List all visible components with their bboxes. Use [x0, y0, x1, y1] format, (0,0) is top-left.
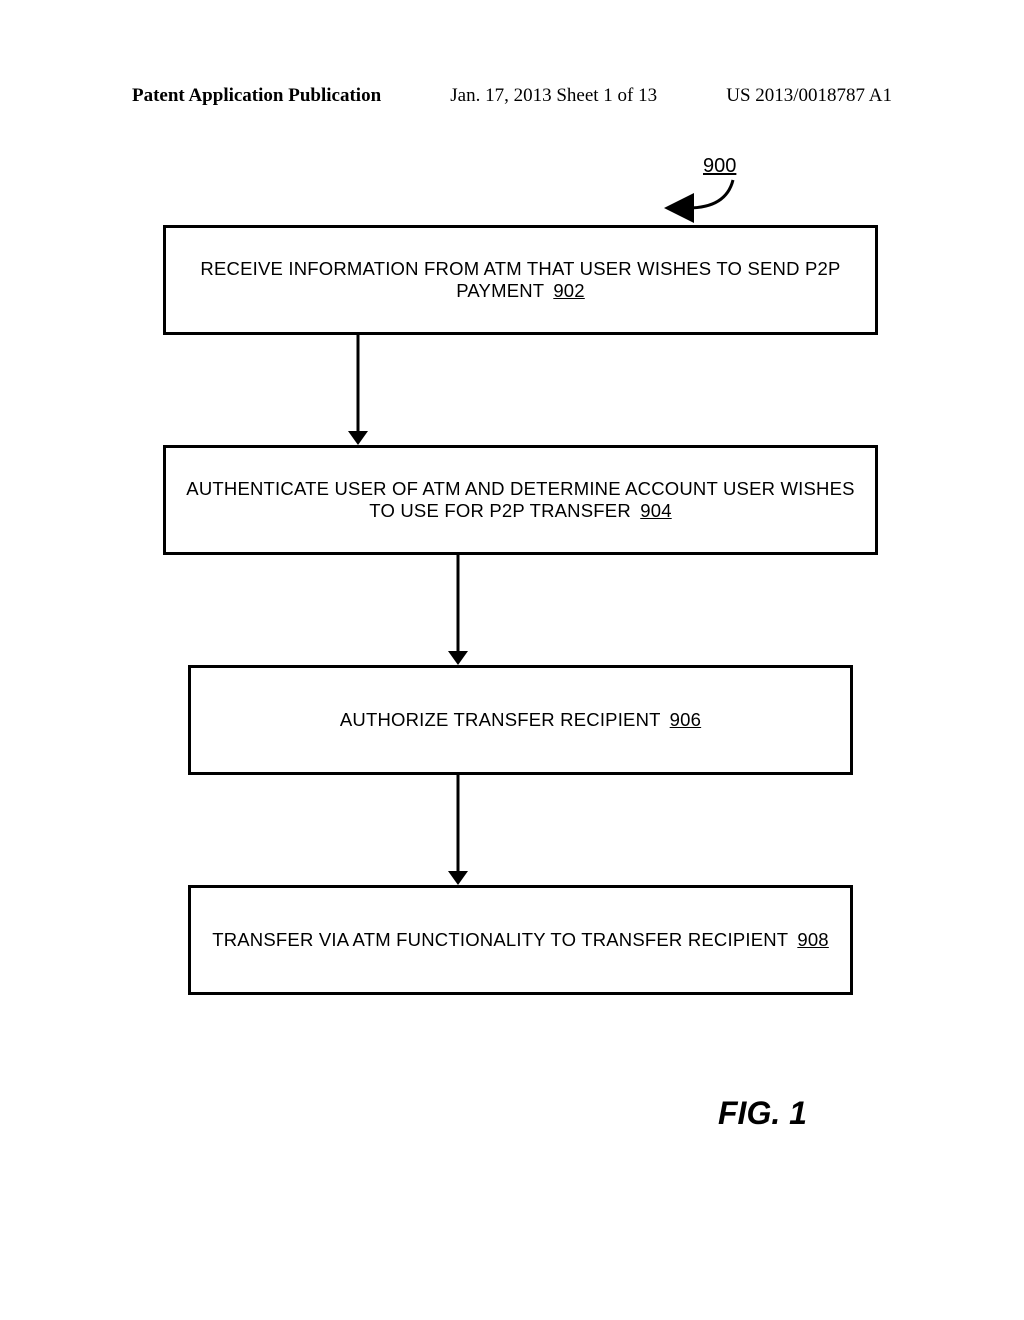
- flow-box-text: RECEIVE INFORMATION FROM ATM THAT USER W…: [200, 258, 840, 301]
- header-right: US 2013/0018787 A1: [726, 85, 892, 107]
- flow-box-number: 908: [797, 929, 828, 950]
- header-inner: Patent Application Publication Jan. 17, …: [132, 85, 892, 107]
- header-left: Patent Application Publication: [132, 85, 381, 107]
- flow-box-908: TRANSFER VIA ATM FUNCTIONALITY TO TRANSF…: [188, 885, 853, 995]
- figure-label: FIG. 1: [718, 1095, 807, 1132]
- flow-box-number: 904: [640, 500, 671, 521]
- flow-arrow-1: [443, 555, 473, 665]
- flow-box-number: 906: [670, 709, 701, 730]
- flow-box-904: AUTHENTICATE USER OF ATM AND DETERMINE A…: [163, 445, 878, 555]
- flow-arrow-2: [443, 775, 473, 885]
- header-center: Jan. 17, 2013 Sheet 1 of 13: [450, 85, 657, 107]
- diagram-canvas: 900 RECEIVE INFORMATION FROM ATM THAT US…: [128, 130, 896, 1180]
- flow-box-text: AUTHENTICATE USER OF ATM AND DETERMINE A…: [186, 478, 854, 521]
- flow-box-902: RECEIVE INFORMATION FROM ATM THAT USER W…: [163, 225, 878, 335]
- flow-arrow-0: [343, 335, 373, 445]
- page-header: Patent Application Publication Jan. 17, …: [0, 85, 1024, 107]
- flow-box-text: TRANSFER VIA ATM FUNCTIONALITY TO TRANSF…: [212, 929, 788, 950]
- flow-box-906: AUTHORIZE TRANSFER RECIPIENT 906: [188, 665, 853, 775]
- flow-box-number: 902: [553, 280, 584, 301]
- flow-box-text: AUTHORIZE TRANSFER RECIPIENT: [340, 709, 660, 730]
